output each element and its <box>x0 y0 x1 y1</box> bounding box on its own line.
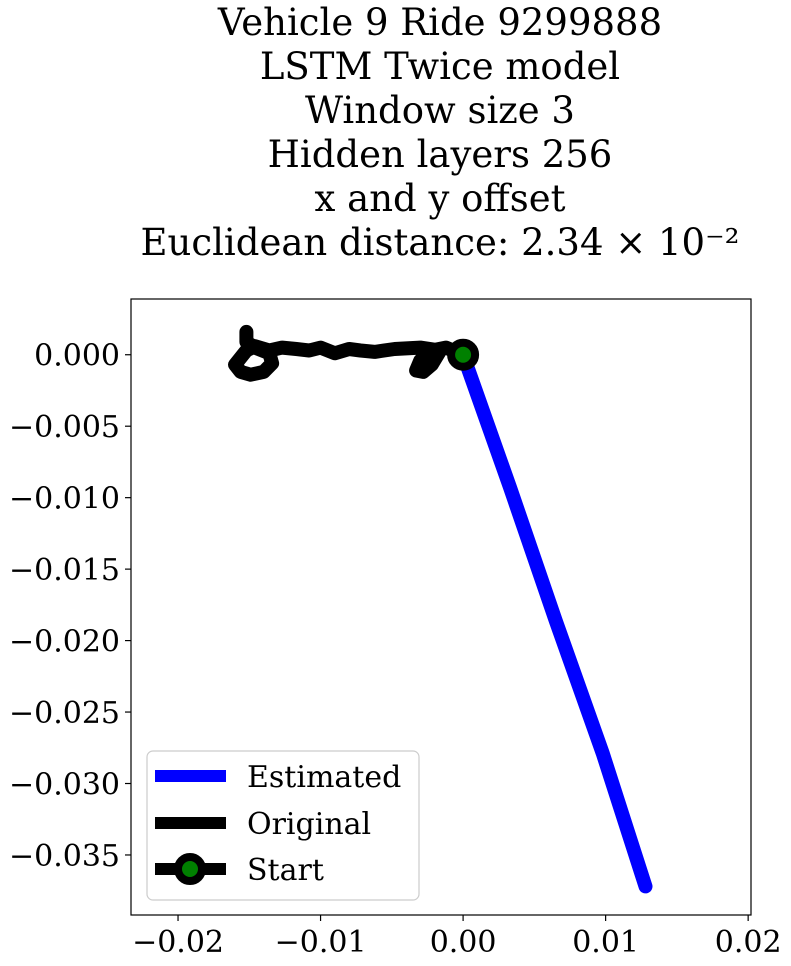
y-tick-label: −0.035 <box>9 839 120 874</box>
y-tick-label: −0.005 <box>9 410 120 445</box>
series-line-estimated <box>456 347 653 894</box>
title-line-5: x and y offset <box>315 177 566 220</box>
x-axis: −0.02 −0.01 0.00 0.01 0.02 <box>132 915 782 960</box>
chart-title: Vehicle 9 Ride 9299888 LSTM Twice model … <box>141 1 740 264</box>
title-line-4: Hidden layers 256 <box>268 133 613 176</box>
series-layer <box>228 324 653 894</box>
y-tick-label: −0.015 <box>9 553 120 588</box>
x-tick-label: 0.02 <box>715 925 782 960</box>
title-line-6: Euclidean distance: 2.34 × 10⁻² <box>141 221 740 264</box>
legend-frame <box>146 750 420 901</box>
series-marker-start <box>447 338 480 371</box>
y-tick-label: −0.010 <box>9 482 120 517</box>
x-tick-label: −0.02 <box>132 925 224 960</box>
y-tick-label: −0.025 <box>9 696 120 731</box>
y-axis: 0.000 −0.005 −0.010 −0.015 −0.020 −0.025 −0.03… <box>9 339 131 874</box>
title-line-1: Vehicle 9 Ride 9299888 <box>217 1 662 44</box>
y-tick-label: 0.000 <box>34 339 120 374</box>
x-tick-label: 0.01 <box>572 925 639 960</box>
legend-marker-start <box>174 853 206 885</box>
title-line-3: Window size 3 <box>305 89 575 132</box>
legend-label-original: Original <box>247 807 371 842</box>
legend-label-start: Start <box>247 853 324 888</box>
x-tick-label: −0.01 <box>275 925 367 960</box>
y-tick-label: −0.020 <box>9 625 120 660</box>
title-line-2: LSTM Twice model <box>260 45 620 88</box>
x-tick-label: 0.00 <box>430 925 497 960</box>
legend: Estimated Original Start <box>146 750 420 901</box>
legend-label-estimated: Estimated <box>247 760 401 795</box>
y-tick-label: −0.030 <box>9 768 120 803</box>
series-line-original <box>228 324 471 382</box>
